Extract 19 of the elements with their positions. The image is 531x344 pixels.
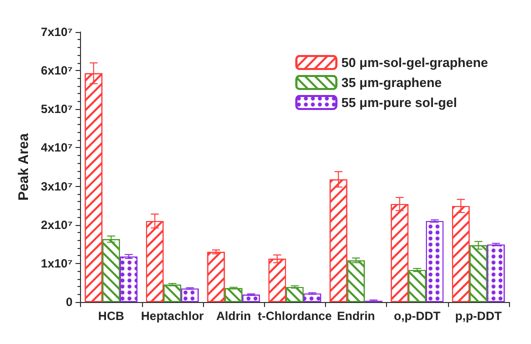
y-tick-label: 4x10⁷ (40, 140, 73, 155)
x-tick-label: o,p-DDT (394, 309, 442, 323)
y-tick-label: 3x10⁷ (40, 179, 73, 194)
y-tick-label: 7x10⁷ (40, 25, 73, 39)
x-tick-label: HCB (98, 309, 124, 323)
x-tick-label: t-Chlordance (258, 309, 332, 323)
y-tick-label: 0 (66, 295, 73, 309)
x-tick-label: Heptachlor (141, 309, 204, 323)
y-tick-label: 6x10⁷ (40, 64, 73, 78)
legend-label: 35 μm-graphene (341, 75, 442, 90)
legend-label: 55 μm-pure sol-gel (341, 95, 457, 110)
legend-label: 50 μm-sol-gel-graphene (341, 55, 488, 70)
y-axis-title: Peak Area (15, 133, 31, 201)
x-tick-label: Endrin (336, 309, 375, 323)
x-tick-label: p,p-DDT (455, 309, 502, 323)
y-tick-label: 2x10⁷ (40, 218, 73, 232)
x-tick-label: Aldrin (216, 309, 251, 323)
y-tick-label: 5x10⁷ (40, 102, 73, 116)
y-tick-label: 1x10⁷ (40, 256, 73, 270)
